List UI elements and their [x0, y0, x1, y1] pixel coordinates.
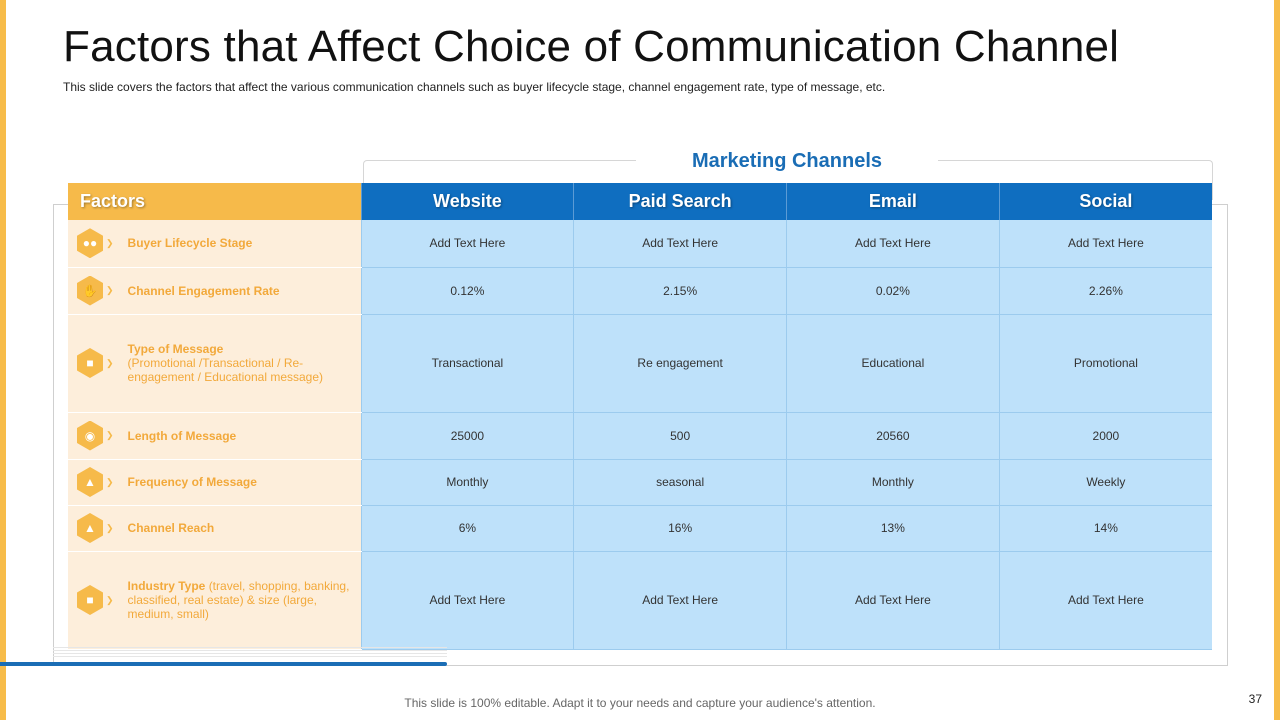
value-cell: 0.02%: [786, 267, 1000, 315]
value-cell: 2.26%: [998, 267, 1212, 315]
factor-label: Type of Message (Promotional /Transaction…: [127, 342, 324, 384]
slide-title: Factors that Affect Choice of Communicat…: [63, 22, 1120, 71]
chevron-right-icon: ❯: [106, 285, 114, 295]
value-cell: Add Text Here: [360, 551, 574, 650]
value-cell: Add Text Here: [998, 220, 1212, 268]
factor-label: Channel Reach: [127, 521, 215, 535]
value-cell: Add Text Here: [573, 551, 787, 650]
page-number: 37: [1248, 692, 1262, 706]
chevron-right-icon: ❯: [106, 357, 114, 368]
factory-icon: ■: [77, 585, 103, 615]
value-cell: Weekly: [998, 459, 1212, 506]
value-cell: 6%: [360, 505, 574, 552]
factor-cell: ▲ ❯ Channel Reach: [68, 505, 361, 552]
growth-person-icon: ▲: [77, 513, 103, 543]
value-cell: 14%: [998, 505, 1212, 552]
megaphone-icon: ▲: [77, 467, 103, 497]
video-camera-icon: ◉: [77, 420, 103, 451]
value-cell: seasonal: [573, 459, 787, 506]
value-cell: Monthly: [360, 459, 574, 506]
chat-bubbles-icon: ■: [77, 348, 103, 378]
factor-cell: ●● ❯ Buyer Lifecycle Stage: [68, 220, 361, 268]
value-cell: 500: [573, 412, 787, 460]
left-accent-border: [0, 0, 6, 720]
factor-cell: ✋ ❯ Channel Engagement Rate: [68, 267, 361, 315]
table-row: ✋ ❯ Channel Engagement Rate 0.12% 2.15% …: [68, 267, 1212, 315]
channel-header-paid-search: Paid Search: [573, 183, 787, 220]
value-cell: Educational: [786, 314, 1000, 413]
channel-header-website: Website: [360, 183, 574, 220]
channel-header-email: Email: [786, 183, 1000, 220]
value-cell: 20560: [786, 412, 1000, 460]
chevron-right-icon: ❯: [106, 237, 114, 248]
decorative-lines: [53, 647, 447, 659]
chevron-right-icon: ❯: [106, 594, 114, 605]
channel-header-social: Social: [998, 183, 1212, 220]
value-cell: 25000: [360, 412, 574, 460]
chevron-right-icon: ❯: [106, 430, 114, 440]
value-cell: 16%: [573, 505, 787, 552]
factor-label: Length of Message: [127, 428, 237, 443]
table-row: ■ ❯ Industry Type (travel, shopping, ban…: [68, 551, 1212, 650]
bottom-accent-bar: [0, 662, 447, 666]
factor-label: Frequency of Message: [127, 475, 257, 489]
people-icon: ●●: [77, 228, 103, 259]
factor-detail: (Promotional /Transactional / Re-engagem…: [127, 356, 324, 384]
footer-note: This slide is 100% editable. Adapt it to…: [404, 696, 876, 710]
value-cell: Re engagement: [573, 314, 787, 413]
value-cell: 2.15%: [573, 267, 787, 315]
factor-cell: ◉ ❯ Length of Message: [68, 412, 361, 460]
factor-cell: ■ ❯ Type of Message (Promotional /Transac…: [68, 314, 361, 413]
marketing-channels-label: Marketing Channels: [636, 147, 938, 175]
hand-thumbs-icon: ✋: [77, 275, 103, 306]
table-row: ◉ ❯ Length of Message 25000 500 20560 20…: [68, 412, 1212, 460]
value-cell: Monthly: [786, 459, 1000, 506]
value-cell: Add Text Here: [360, 220, 574, 268]
factor-label: Industry Type (travel, shopping, banking…: [127, 579, 350, 621]
value-cell: Transactional: [360, 314, 574, 413]
table-row: ▲ ❯ Channel Reach 6% 16% 13% 14%: [68, 505, 1212, 552]
table-row: ●● ❯ Buyer Lifecycle Stage Add Text Here…: [68, 220, 1212, 268]
value-cell: Add Text Here: [573, 220, 787, 268]
table-row: ■ ❯ Type of Message (Promotional /Transac…: [68, 314, 1212, 413]
value-cell: Promotional: [998, 314, 1212, 413]
value-cell: Add Text Here: [786, 220, 1000, 268]
chevron-right-icon: ❯: [106, 476, 114, 487]
factor-label: Channel Engagement Rate: [127, 283, 280, 298]
value-cell: Add Text Here: [998, 551, 1212, 650]
right-accent-border: [1274, 0, 1280, 720]
factor-label: Buyer Lifecycle Stage: [127, 236, 253, 251]
factor-cell: ■ ❯ Industry Type (travel, shopping, ban…: [68, 551, 361, 650]
value-cell: 0.12%: [360, 267, 574, 315]
value-cell: 2000: [998, 412, 1212, 460]
value-cell: 13%: [786, 505, 1000, 552]
factor-cell: ▲ ❯ Frequency of Message: [68, 459, 361, 506]
table-header-row: Factors Website Paid Search Email Social: [68, 183, 1212, 220]
factors-header: Factors: [68, 183, 361, 220]
chevron-right-icon: ❯: [106, 522, 114, 533]
factor-detail: (travel, shopping, banking, classified, …: [127, 579, 350, 621]
table-row: ▲ ❯ Frequency of Message Monthly seasona…: [68, 459, 1212, 506]
factors-table: Factors Website Paid Search Email Social…: [68, 183, 1212, 650]
value-cell: Add Text Here: [786, 551, 1000, 650]
slide-subtitle: This slide covers the factors that affec…: [63, 80, 886, 94]
